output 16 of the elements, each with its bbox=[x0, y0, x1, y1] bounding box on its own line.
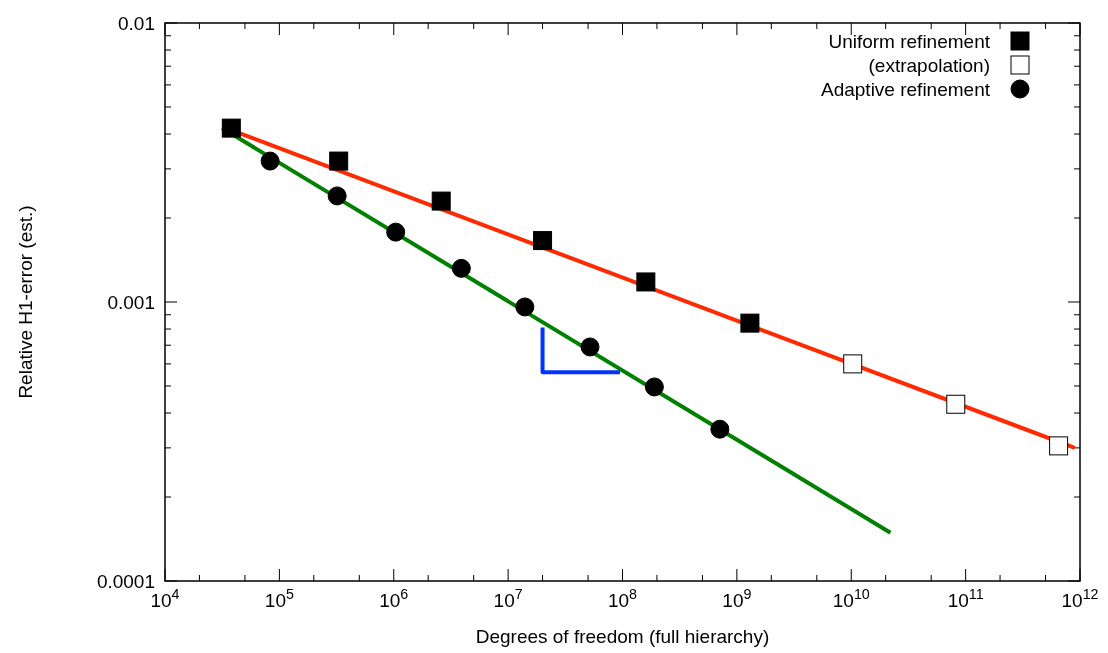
y-axis-title: Relative H1-error (est.) bbox=[15, 205, 36, 399]
x-tick-label: 10$^{10}$ bbox=[832, 586, 870, 611]
legend-label: Uniform refinement bbox=[828, 31, 991, 52]
x-axis-title: Degrees of freedom (full hierarchy) bbox=[475, 626, 770, 647]
x-tick-label: 10$^{5}$ bbox=[264, 586, 294, 611]
y-tick-label: 0.0001 bbox=[96, 571, 155, 592]
legend-label: (extrapolation) bbox=[868, 55, 990, 76]
x-tick-label: 10$^{11}$ bbox=[947, 586, 984, 611]
x-tick-label: 10$^{7}$ bbox=[493, 586, 523, 611]
y-tick-label: 0.01 bbox=[118, 13, 155, 34]
x-tick-label: 10$^{9}$ bbox=[722, 586, 752, 611]
x-tick-label: 10$^{12}$ bbox=[1061, 586, 1099, 611]
x-tick-label: 10$^{8}$ bbox=[607, 586, 638, 611]
legend-label: Adaptive refinement bbox=[821, 79, 991, 100]
x-tick-label: 10$^{6}$ bbox=[379, 586, 409, 611]
y-tick-label: 0.001 bbox=[107, 292, 155, 313]
